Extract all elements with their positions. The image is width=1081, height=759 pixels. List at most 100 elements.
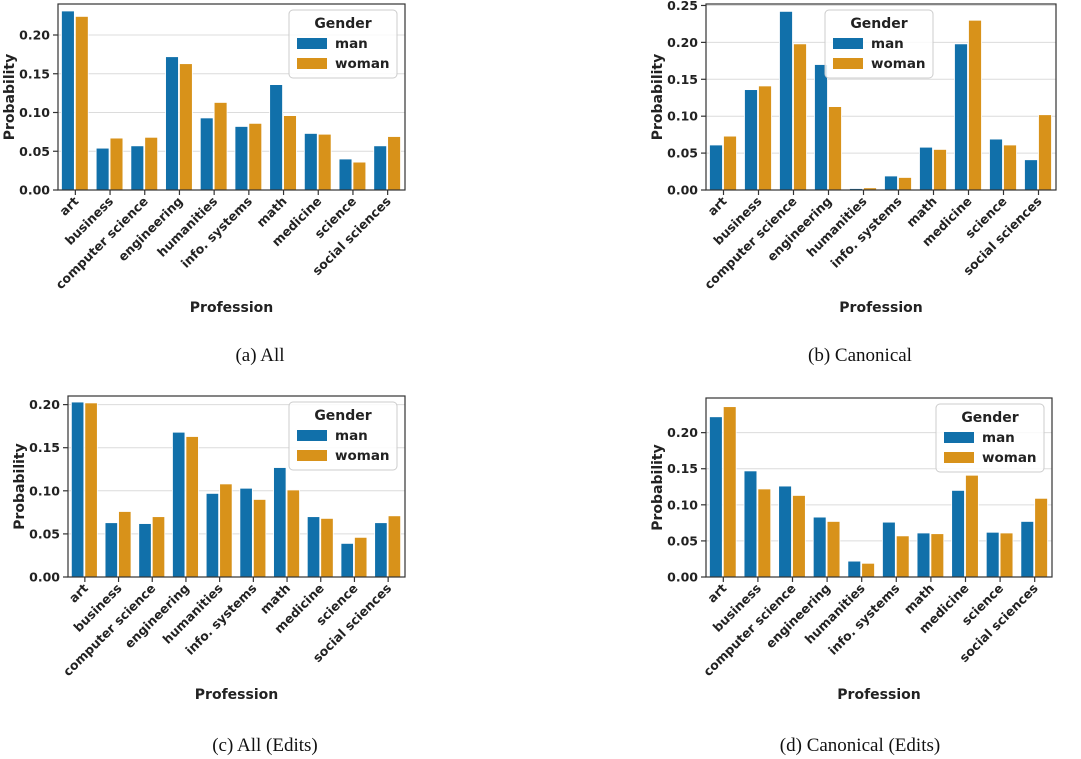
legend: Gender man woman <box>288 9 398 79</box>
bar-man <box>269 84 283 191</box>
chart-panel-c: 0.00 0.05 0.10 0.15 0.20 art business computer … <box>0 390 520 756</box>
y-tick-label: 0.15 <box>667 461 698 476</box>
x-axis-title: Profession <box>837 687 920 703</box>
caption-b: (b) Canonical <box>808 345 912 366</box>
y-tick-label: 0.00 <box>667 183 698 198</box>
bar-man <box>199 117 214 191</box>
legend-swatch-man <box>297 38 327 49</box>
y-tick-label: 0.20 <box>19 28 50 43</box>
bar-man <box>95 147 110 191</box>
bar-woman <box>861 562 875 578</box>
y-tick-label: 0.20 <box>667 425 698 440</box>
bar-woman <box>109 137 124 191</box>
bar-woman <box>757 488 772 578</box>
y-tick-label: 0.00 <box>19 183 50 198</box>
bar-man <box>709 144 723 191</box>
legend-label-woman: woman <box>982 450 1037 466</box>
bar-man <box>882 521 896 578</box>
legend: Gender man woman <box>935 403 1045 473</box>
chart-panel-a: 0.00 0.05 0.10 0.15 0.20 art business computer … <box>0 0 520 366</box>
legend-label-man: man <box>871 36 904 52</box>
bar-woman <box>185 436 199 578</box>
bar-woman <box>793 43 807 191</box>
x-axis-title: Profession <box>839 300 922 316</box>
bar-chart-d: 0.000.050.100.150.20artbusinesscomputer … <box>650 397 1053 703</box>
bar-woman <box>213 102 228 191</box>
legend-label-woman: woman <box>871 56 926 72</box>
legend-swatch-woman <box>833 58 863 69</box>
bar-man <box>847 560 862 578</box>
bar-man <box>340 542 354 578</box>
bar-man <box>916 532 931 578</box>
bar-woman <box>387 136 401 191</box>
x-tick-label: art <box>704 193 729 218</box>
legend-swatch-man <box>833 38 863 49</box>
bar-chart-a: 0.000.050.100.150.20artbusinesscomputer … <box>2 3 406 316</box>
y-axis-title: Probability <box>2 54 18 141</box>
bar-woman <box>283 115 297 191</box>
bar-man <box>306 516 321 578</box>
x-tick-label: art <box>66 580 91 605</box>
x-tick-label: art <box>704 580 729 605</box>
legend-swatch-woman <box>944 452 974 463</box>
bar-man <box>130 145 145 191</box>
bar-man <box>1024 159 1038 191</box>
bar-woman <box>74 15 89 191</box>
bar-woman <box>895 535 910 578</box>
bar-woman <box>219 483 233 578</box>
bar-woman <box>792 495 806 578</box>
y-tick-label: 0.20 <box>29 397 60 412</box>
legend-label-woman: woman <box>335 448 390 464</box>
bar-man <box>779 10 793 191</box>
bar-woman <box>144 136 159 191</box>
y-axis-title: Probability <box>650 54 666 141</box>
bar-man <box>709 416 723 578</box>
bar-man <box>744 89 758 191</box>
y-tick-label: 0.00 <box>667 570 698 585</box>
bar-woman <box>723 135 737 191</box>
y-tick-label: 0.10 <box>19 105 50 120</box>
bar-man <box>239 487 253 578</box>
legend-swatch-woman <box>297 58 327 69</box>
bar-woman <box>352 161 367 191</box>
y-tick-label: 0.15 <box>667 72 698 87</box>
legend: Gender man woman <box>824 9 934 79</box>
bar-man <box>743 470 758 578</box>
y-tick-label: 0.10 <box>29 483 60 498</box>
bar-woman <box>999 532 1014 578</box>
bar-woman <box>930 533 945 578</box>
bar-man <box>812 516 827 578</box>
caption-a: (a) All <box>235 345 285 366</box>
bar-woman <box>151 516 166 578</box>
bar-woman <box>84 402 98 578</box>
bar-man <box>303 133 318 191</box>
bar-woman <box>320 517 334 578</box>
y-tick-label: 0.15 <box>19 66 50 81</box>
bar-man <box>951 489 965 578</box>
y-axis-title: Probability <box>650 444 666 531</box>
y-tick-label: 0.05 <box>667 146 698 161</box>
bar-man <box>919 146 933 191</box>
bar-woman <box>898 177 912 191</box>
caption-d: (d) Canonical (Edits) <box>779 735 941 756</box>
bar-woman <box>317 133 332 191</box>
x-axis-title: Profession <box>190 300 273 316</box>
bar-woman <box>722 406 737 578</box>
bar-woman <box>252 499 267 578</box>
legend-label-woman: woman <box>335 56 390 72</box>
legend-title: Gender <box>961 410 1018 426</box>
caption-c: (c) All (Edits) <box>212 735 318 756</box>
bar-woman <box>179 63 193 191</box>
bar-man <box>234 126 249 191</box>
bar-man <box>138 523 152 578</box>
legend-swatch-man <box>297 430 327 441</box>
bar-man <box>172 431 186 578</box>
bar-man <box>61 10 75 191</box>
bar-man <box>273 467 287 578</box>
bar-woman <box>965 474 979 578</box>
bar-woman <box>826 521 841 578</box>
bar-man <box>778 485 792 578</box>
y-tick-label: 0.05 <box>29 526 60 541</box>
bar-woman <box>118 511 132 578</box>
y-tick-label: 0.20 <box>667 35 698 50</box>
